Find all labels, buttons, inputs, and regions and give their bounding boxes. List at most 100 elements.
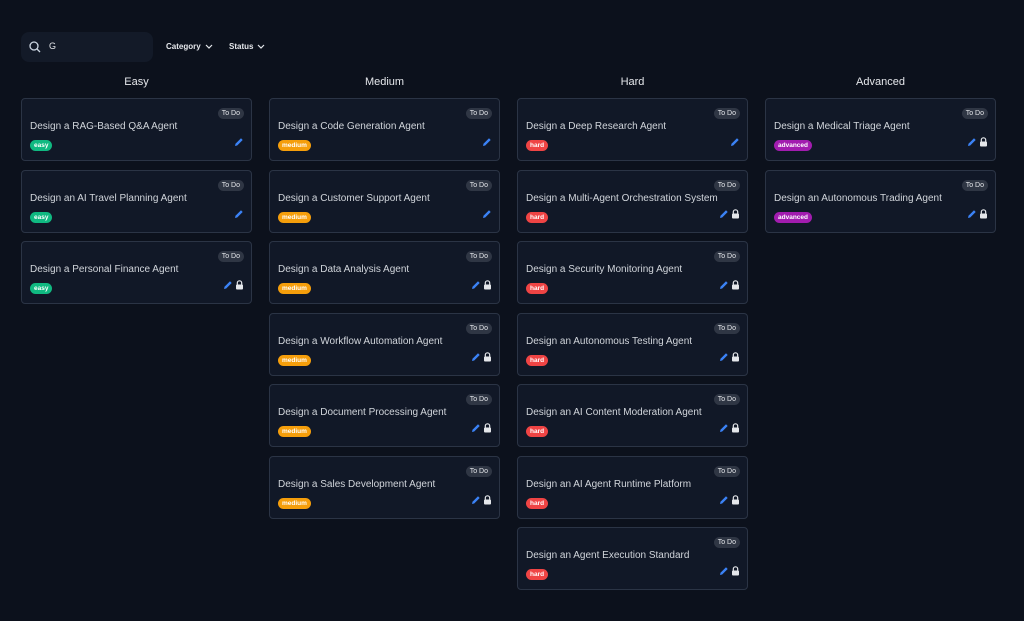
card-title: Design a Document Processing Agent [278,407,447,418]
edit-icon[interactable] [719,280,729,290]
edit-icon[interactable] [471,352,481,362]
edit-icon[interactable] [482,209,492,219]
lock-icon [732,280,739,290]
lock-icon [484,280,491,290]
card-actions [967,137,988,147]
task-card[interactable]: Design a Data Analysis Agent To Do medium [269,241,500,304]
card-actions [719,208,740,219]
difficulty-tag: medium [278,283,311,294]
difficulty-tag: easy [30,140,53,151]
card-actions [967,208,988,219]
task-card[interactable]: Design an Autonomous Testing Agent To Do h… [517,312,748,376]
task-card[interactable]: Design an Agent Execution Standard To Do h… [517,527,748,590]
lock-icon [732,566,739,576]
task-card[interactable]: Design a Document Processing Agent To Do m… [269,384,500,447]
lock-icon [732,208,739,218]
task-card[interactable]: Design a Code Generation Agent To Do mediu… [269,98,500,161]
edit-icon[interactable] [719,566,729,576]
task-card[interactable]: Design a RAG-Based Q&A Agent To Do easy [21,98,252,161]
status-badge: To Do [217,179,244,191]
status-badge: To Do [465,108,492,119]
card-title: Design a Medical Triage Agent [774,121,910,132]
difficulty-tag: hard [526,569,549,580]
card-title: Design a Deep Research Agent [526,121,667,132]
difficulty-tag: easy [30,283,53,294]
edit-icon[interactable] [719,495,729,505]
status-badge: To Do [465,394,492,405]
status-badge: To Do [465,179,492,191]
task-card[interactable]: Design a Customer Support Agent To Do medi… [269,169,500,233]
search-icon [29,41,41,53]
task-card[interactable]: Design a Deep Research Agent To Do hard [517,98,748,161]
card-title: Design a Code Generation Agent [278,121,425,132]
card-actions [482,209,492,219]
card-title: Design an Autonomous Testing Agent [526,335,693,347]
card-title: Design a Data Analysis Agent [278,264,410,275]
status-badge: To Do [713,537,740,548]
card-actions [482,137,492,147]
edit-icon[interactable] [730,137,740,147]
status-badge: To Do [961,108,988,119]
task-card[interactable]: Design an AI Travel Planning Agent To Do e… [21,169,252,233]
filter-label: Status [229,42,254,51]
card-actions [719,423,740,433]
status-badge: To Do [465,322,492,334]
difficulty-tag: medium [278,497,311,509]
difficulty-tag: hard [526,211,549,223]
edit-icon[interactable] [719,423,729,433]
card-actions [223,280,244,290]
edit-icon[interactable] [234,209,244,219]
task-card[interactable]: Design a Sales Development Agent To Do med… [269,455,500,519]
task-card[interactable]: Design an Autonomous Trading Agent To Do a… [765,169,996,233]
status-filter[interactable]: Status [229,42,265,51]
edit-icon[interactable] [223,280,233,290]
task-card[interactable]: Design a Multi-Agent Orchestration Syste… [517,169,748,233]
difficulty-tag: hard [526,140,549,151]
column-header: Hard [620,76,645,88]
status-badge: To Do [713,179,740,191]
edit-icon[interactable] [482,137,492,147]
card-actions [471,351,492,362]
edit-icon[interactable] [967,137,977,147]
search-input[interactable]: G [49,41,57,51]
task-card[interactable]: Design a Medical Triage Agent To Do advanc… [765,98,996,161]
edit-icon[interactable] [234,137,244,147]
lock-icon [484,494,491,504]
task-card[interactable]: Design an AI Content Moderation Agent To … [517,384,748,447]
card-actions [234,209,244,219]
card-title: Design an AI Content Moderation Agent [526,407,702,418]
card-title: Design a Customer Support Agent [278,192,430,204]
card-title: Design a Multi-Agent Orchestration Syste… [526,192,718,204]
task-card[interactable]: Design an AI Agent Runtime Platform To Do… [517,455,748,519]
column-header: Easy [124,76,149,88]
search-box[interactable]: G [21,32,153,62]
status-badge: To Do [217,251,244,262]
difficulty-tag: hard [526,497,549,509]
lock-icon [484,423,491,433]
lock-icon [732,351,739,361]
edit-icon[interactable] [471,423,481,433]
difficulty-tag: hard [526,354,549,366]
difficulty-tag: medium [278,211,311,223]
status-badge: To Do [217,108,244,119]
task-card[interactable]: Design a Workflow Automation Agent To Do m… [269,312,500,376]
difficulty-tag: medium [278,354,311,366]
lock-icon [980,137,987,147]
difficulty-tag: advanced [774,211,812,223]
task-card[interactable]: Design a Personal Finance Agent To Do easy [21,241,252,304]
lock-icon [732,423,739,433]
chevron [205,44,213,49]
edit-icon[interactable] [471,495,481,505]
card-title: Design a Sales Development Agent [278,478,436,490]
edit-icon[interactable] [967,209,977,219]
edit-icon[interactable] [719,352,729,362]
card-actions [719,351,740,362]
status-badge: To Do [713,251,740,262]
category-filter[interactable]: Category [166,42,213,51]
card-title: Design a RAG-Based Q&A Agent [30,121,178,132]
edit-icon[interactable] [719,209,729,219]
task-card[interactable]: Design a Security Monitoring Agent To Do h… [517,241,748,304]
chevron [258,44,265,49]
edit-icon[interactable] [471,280,481,290]
